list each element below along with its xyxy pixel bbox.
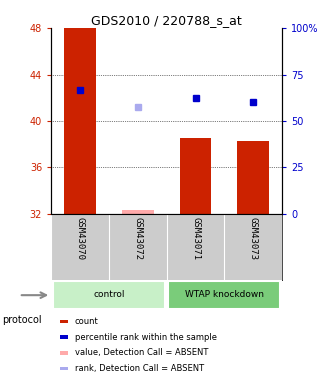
Title: GDS2010 / 220788_s_at: GDS2010 / 220788_s_at bbox=[91, 14, 242, 27]
Bar bbox=[60, 351, 68, 355]
Text: GSM43070: GSM43070 bbox=[76, 217, 84, 260]
Bar bbox=[180, 138, 212, 214]
Text: GSM43072: GSM43072 bbox=[133, 217, 142, 260]
Bar bbox=[237, 141, 269, 214]
Text: count: count bbox=[75, 317, 99, 326]
Text: GSM43071: GSM43071 bbox=[191, 217, 200, 260]
Bar bbox=[60, 367, 68, 370]
Bar bbox=[53, 281, 165, 309]
Text: rank, Detection Call = ABSENT: rank, Detection Call = ABSENT bbox=[75, 364, 204, 373]
Bar bbox=[168, 281, 280, 309]
Bar bbox=[60, 320, 68, 323]
Text: value, Detection Call = ABSENT: value, Detection Call = ABSENT bbox=[75, 348, 208, 357]
Bar bbox=[60, 336, 68, 339]
Text: control: control bbox=[93, 290, 125, 299]
Text: percentile rank within the sample: percentile rank within the sample bbox=[75, 333, 217, 342]
Bar bbox=[122, 210, 154, 214]
Bar bbox=[64, 28, 96, 214]
Text: protocol: protocol bbox=[2, 315, 41, 325]
Text: WTAP knockdown: WTAP knockdown bbox=[185, 290, 264, 299]
Text: GSM43073: GSM43073 bbox=[249, 217, 258, 260]
